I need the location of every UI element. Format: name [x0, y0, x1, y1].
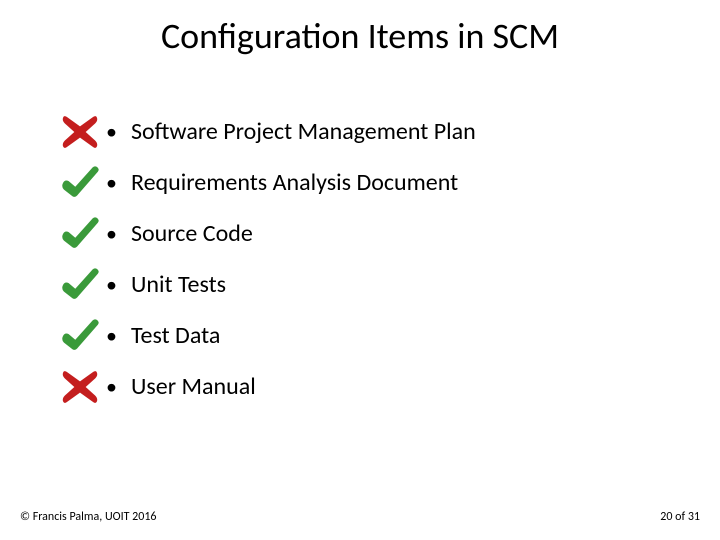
list-item: • Requirements Analysis Document [58, 157, 658, 208]
page-title: Configuration Items in SCM [0, 14, 720, 58]
item-label: Software Project Management Plan [131, 117, 476, 146]
bullet-icon: • [106, 172, 117, 194]
check-icon [58, 217, 102, 251]
bullet-icon: • [106, 121, 117, 143]
list-item: • User Manual [58, 361, 658, 412]
slide: Configuration Items in SCM • Software Pr… [0, 0, 720, 540]
list-item: • Unit Tests [58, 259, 658, 310]
item-list: • Software Project Management Plan • Req… [58, 106, 658, 412]
bullet-icon: • [106, 325, 117, 347]
item-label: Requirements Analysis Document [131, 168, 458, 197]
bullet-icon: • [106, 223, 117, 245]
check-icon [58, 166, 102, 200]
list-item: • Source Code [58, 208, 658, 259]
check-icon [58, 319, 102, 353]
item-label: User Manual [131, 372, 256, 401]
bullet-icon: • [106, 376, 117, 398]
list-item: • Software Project Management Plan [58, 106, 658, 157]
footer-page-number: 20 of 31 [660, 510, 700, 524]
item-label: Source Code [131, 219, 253, 248]
item-label: Test Data [131, 321, 220, 350]
bullet-icon: • [106, 274, 117, 296]
cross-icon [58, 370, 102, 404]
list-item: • Test Data [58, 310, 658, 361]
cross-icon [58, 115, 102, 149]
footer-copyright: © Francis Palma, UOIT 2016 [20, 510, 157, 524]
check-icon [58, 268, 102, 302]
item-label: Unit Tests [131, 270, 226, 299]
